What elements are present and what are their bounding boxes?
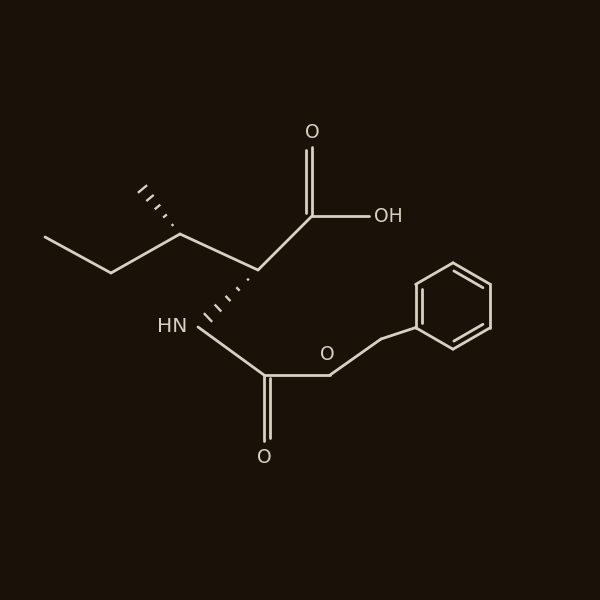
- Text: O: O: [320, 345, 334, 364]
- Text: HN: HN: [157, 317, 187, 337]
- Text: OH: OH: [374, 206, 403, 226]
- Text: O: O: [257, 448, 271, 467]
- Text: O: O: [305, 123, 319, 142]
